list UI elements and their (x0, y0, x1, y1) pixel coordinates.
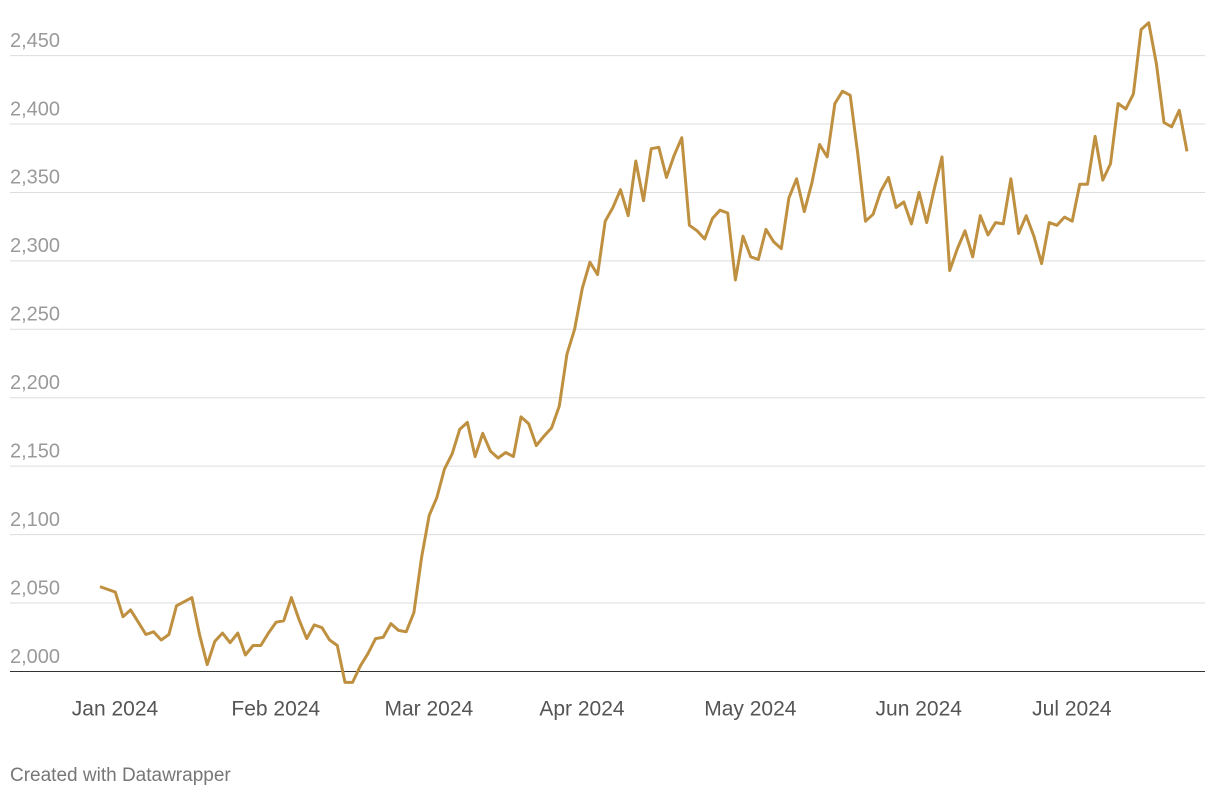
y-tick-label: 2,000 (10, 646, 60, 668)
y-tick-label: 2,100 (10, 509, 60, 531)
x-tick-label: Jul 2024 (1032, 698, 1112, 721)
x-tick-label: May 2024 (704, 698, 797, 721)
x-tick-label: Jun 2024 (876, 698, 963, 721)
y-tick-label: 2,200 (10, 372, 60, 394)
y-tick-label: 2,250 (10, 304, 60, 326)
x-tick-label: Feb 2024 (231, 698, 320, 721)
price-line (99, 21, 1189, 684)
x-tick-label: Apr 2024 (539, 698, 625, 721)
y-tick-label: 2,050 (10, 577, 60, 599)
y-tick-label: 2,150 (10, 440, 60, 462)
x-tick-label: Mar 2024 (384, 698, 473, 721)
footer: Created with Datawrapper (10, 765, 231, 786)
y-tick-label: 2,400 (10, 98, 60, 120)
y-tick-label: 2,300 (10, 235, 60, 257)
y-tick-label: 2,450 (10, 30, 60, 52)
x-tick-label: Jan 2024 (72, 698, 159, 721)
y-tick-label: 2,350 (10, 167, 60, 189)
